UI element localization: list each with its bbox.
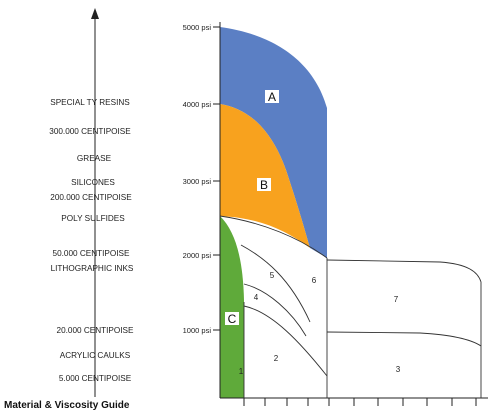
psi-label-2000: 2000 psi — [183, 251, 212, 260]
zone-6-label: 6 — [312, 276, 317, 285]
zone-7-label: 7 — [394, 295, 399, 304]
zone-2-label: 2 — [274, 354, 279, 363]
material-label: 300.000 CENTIPOISE — [49, 127, 131, 136]
bottom-axis — [220, 397, 488, 406]
boundary-zone-3-top — [326, 331, 482, 347]
axis-arrow-icon — [91, 8, 99, 19]
psi-label-3000: 3000 psi — [183, 177, 212, 186]
boundary-zone-5-6 — [240, 244, 311, 323]
zone-a-label: A — [268, 90, 276, 104]
zone-b-region — [220, 104, 310, 248]
boundary-zone-7-top — [326, 259, 482, 398]
material-label: SPECIAL TY RESINS — [50, 98, 130, 107]
material-label: LITHOGRAPHIC INKS — [51, 264, 134, 273]
psi-label-1000: 1000 psi — [183, 326, 212, 335]
material-label: ACRYLIC CAULKS — [60, 351, 131, 360]
guide-caption: Material & Viscosity Guide — [4, 400, 130, 411]
zone-b-label: B — [260, 178, 268, 192]
material-label: 200.000 CENTIPOISE — [50, 193, 132, 202]
zone-c-region — [220, 216, 244, 398]
material-label: 5.000 CENTIPOISE — [59, 374, 132, 383]
zone-a-region — [220, 27, 327, 258]
zone-3-label: 3 — [396, 365, 401, 374]
zone-1-label: 1 — [239, 367, 244, 376]
zone-c-label: C — [228, 312, 237, 326]
zone-c-label-box — [225, 312, 239, 325]
material-axis — [91, 8, 99, 397]
material-label: SILICONES — [71, 178, 115, 187]
material-label: GREASE — [77, 154, 112, 163]
zone-boundaries — [219, 215, 482, 398]
boundary-zone-4-upper — [243, 283, 307, 337]
zone-4-label: 4 — [254, 293, 259, 302]
boundary-curve-top — [219, 215, 328, 259]
zone-5-label: 5 — [270, 271, 275, 280]
psi-label-4000: 4000 psi — [183, 100, 212, 109]
material-label: POLY SULFIDES — [61, 214, 125, 223]
zone-b-label-box — [257, 178, 271, 191]
material-label: 50.000 CENTIPOISE — [53, 249, 130, 258]
pressure-axis: 5000 psi 4000 psi 3000 psi 2000 psi 1000… — [183, 22, 221, 398]
boundary-zone-4-lower — [243, 305, 328, 377]
psi-label-5000: 5000 psi — [183, 23, 212, 32]
zone-a-label-box — [265, 90, 279, 103]
material-labels: SPECIAL TY RESINS 300.000 CENTIPOISE GRE… — [49, 98, 134, 383]
material-label: 20.000 CENTIPOISE — [57, 326, 134, 335]
